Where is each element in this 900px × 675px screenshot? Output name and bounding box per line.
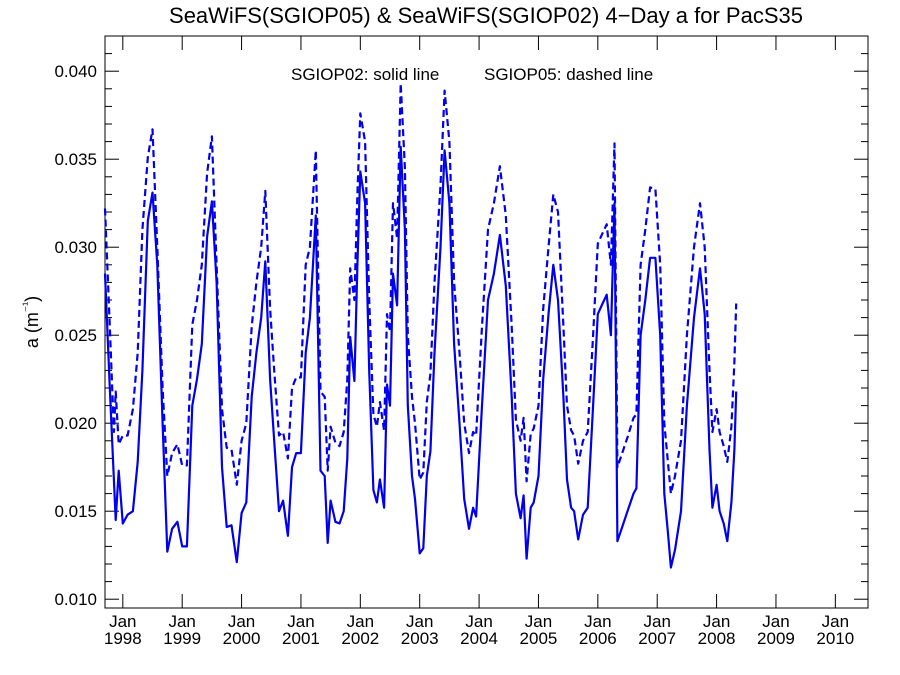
x-tick-year-label: 2002 (341, 629, 379, 648)
x-tick-month-label: Jan (703, 612, 730, 631)
x-tick-month-label: Jan (168, 612, 195, 631)
x-tick-month-label: Jan (465, 612, 492, 631)
chart-title: SeaWiFS(SGIOP05) & SeaWiFS(SGIOP02) 4−Da… (169, 3, 803, 28)
x-tick-year-label: 2008 (698, 629, 736, 648)
x-tick-month-label: Jan (643, 612, 670, 631)
x-tick-year-label: 2007 (638, 629, 676, 648)
x-tick-month-label: Jan (347, 612, 374, 631)
x-tick-year-label: 2000 (223, 629, 261, 648)
x-tick-year-label: 2009 (757, 629, 795, 648)
annotation-dashed-line: SGIOP05: dashed line (484, 65, 653, 84)
y-tick-label: 0.040 (54, 62, 97, 81)
series-line-sgiop02-solid (103, 145, 738, 569)
y-tick-label: 0.030 (54, 238, 97, 257)
x-tick-year-label: 2003 (401, 629, 439, 648)
x-tick-year-label: 2001 (282, 629, 320, 648)
x-tick-year-label: 2004 (460, 629, 498, 648)
y-tick-label: 0.020 (54, 414, 97, 433)
x-tick-year-label: 2006 (579, 629, 617, 648)
y-axis-label: a (m⁻¹) (20, 296, 42, 348)
x-tick-month-label: Jan (287, 612, 314, 631)
x-axis: Jan1998Jan1999Jan2000Jan2001Jan2002Jan20… (104, 36, 854, 648)
x-tick-month-label: Jan (762, 612, 789, 631)
x-tick-month-label: Jan (406, 612, 433, 631)
series-line-sgiop05-dashed (103, 82, 738, 495)
y-tick-label: 0.025 (54, 326, 97, 345)
x-tick-year-label: 1998 (104, 629, 142, 648)
x-tick-month-label: Jan (584, 612, 611, 631)
x-tick-year-label: 1999 (163, 629, 201, 648)
x-tick-month-label: Jan (109, 612, 136, 631)
x-tick-year-label: 2010 (816, 629, 854, 648)
x-tick-year-label: 2005 (520, 629, 558, 648)
x-tick-month-label: Jan (525, 612, 552, 631)
series-layer (103, 82, 738, 569)
plot-frame (104, 35, 869, 609)
y-tick-label: 0.010 (54, 590, 97, 609)
annotation-solid-line: SGIOP02: solid line (291, 65, 439, 84)
y-tick-label: 0.015 (54, 502, 97, 521)
x-tick-month-label: Jan (228, 612, 255, 631)
y-tick-label: 0.035 (54, 150, 97, 169)
x-tick-month-label: Jan (822, 612, 849, 631)
